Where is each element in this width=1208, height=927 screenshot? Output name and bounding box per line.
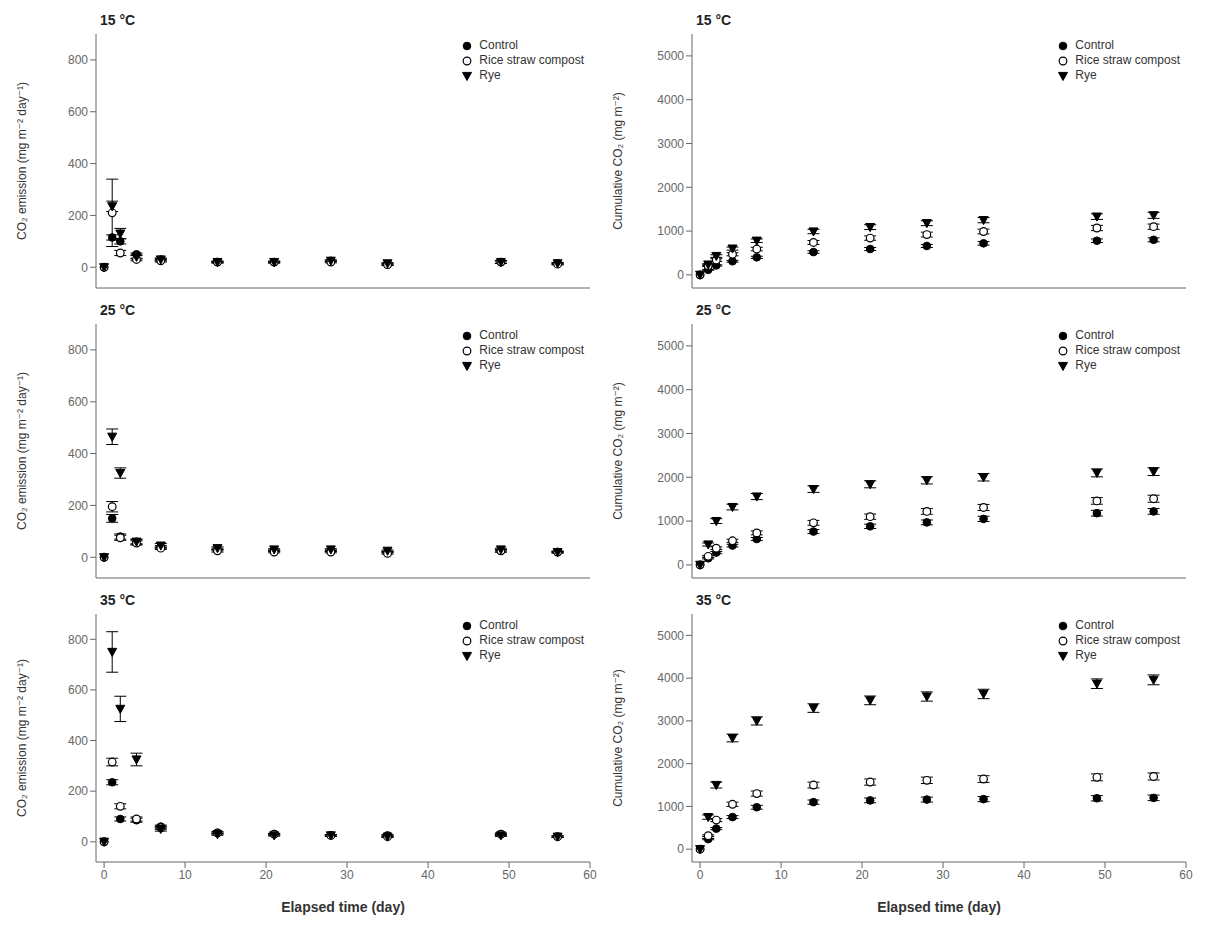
svg-text:3000: 3000 — [657, 714, 684, 728]
html-text:Rice straw compost: Rice straw compost — [1075, 343, 1180, 357]
svg-text:600: 600 — [68, 105, 88, 119]
html-text:Control: Control — [1075, 328, 1114, 342]
svg-text:50: 50 — [1098, 868, 1112, 882]
svg-text:200: 200 — [68, 784, 88, 798]
html-text:35 °C: 35 °C — [696, 592, 732, 608]
svg-text:1000: 1000 — [657, 800, 684, 814]
svg-text:60: 60 — [583, 868, 597, 882]
svg-text:10: 10 — [178, 868, 192, 882]
html-text:Control: Control — [1075, 618, 1114, 632]
html-text:Rye: Rye — [1075, 68, 1097, 82]
svg-text:Cumulative CO₂ (mg m⁻²): Cumulative CO₂ (mg m⁻²) — [611, 92, 625, 230]
svg-text:400: 400 — [68, 157, 88, 171]
html-text:Rye: Rye — [1075, 358, 1097, 372]
html-text:15 °C: 15 °C — [696, 12, 732, 28]
svg-text:0: 0 — [81, 551, 88, 565]
svg-text:400: 400 — [68, 734, 88, 748]
svg-text:4000: 4000 — [657, 93, 684, 107]
svg-text:Elapsed time (day): Elapsed time (day) — [877, 899, 1001, 915]
svg-text:60: 60 — [1179, 868, 1193, 882]
svg-text:0: 0 — [81, 835, 88, 849]
svg-text:400: 400 — [68, 447, 88, 461]
svg-text:4000: 4000 — [657, 383, 684, 397]
svg-text:10: 10 — [774, 868, 788, 882]
html-text:Rice straw compost: Rice straw compost — [1075, 53, 1180, 67]
svg-text:0: 0 — [677, 268, 684, 282]
html-text:Rye: Rye — [479, 648, 501, 662]
svg-text:20: 20 — [259, 868, 273, 882]
svg-text:Cumulative CO₂ (mg m⁻²): Cumulative CO₂ (mg m⁻²) — [611, 669, 625, 807]
svg-text:4000: 4000 — [657, 671, 684, 685]
html-text:Rice straw compost: Rice straw compost — [479, 633, 584, 647]
svg-text:0: 0 — [81, 261, 88, 275]
html-text:Rice straw compost: Rice straw compost — [1075, 633, 1180, 647]
html-text:Rice straw compost: Rice straw compost — [479, 53, 584, 67]
svg-text:0: 0 — [101, 868, 108, 882]
html-text:Rice straw compost: Rice straw compost — [479, 343, 584, 357]
html-text:Control: Control — [479, 618, 518, 632]
html-text:Rye: Rye — [1075, 648, 1097, 662]
svg-text:800: 800 — [68, 343, 88, 357]
svg-text:CO₂ emission (mg m⁻² day⁻¹): CO₂ emission (mg m⁻² day⁻¹) — [15, 372, 29, 530]
svg-text:200: 200 — [68, 499, 88, 513]
svg-text:Elapsed time (day): Elapsed time (day) — [281, 899, 405, 915]
svg-text:30: 30 — [936, 868, 950, 882]
svg-text:40: 40 — [421, 868, 435, 882]
svg-text:40: 40 — [1017, 868, 1031, 882]
svg-text:0: 0 — [677, 842, 684, 856]
html-text:Control: Control — [479, 328, 518, 342]
svg-text:3000: 3000 — [657, 137, 684, 151]
svg-text:50: 50 — [502, 868, 516, 882]
html-text:Control: Control — [479, 38, 518, 52]
html-text:15 °C: 15 °C — [100, 12, 136, 28]
svg-text:600: 600 — [68, 395, 88, 409]
svg-text:1000: 1000 — [657, 514, 684, 528]
svg-text:0: 0 — [677, 558, 684, 572]
svg-text:CO₂ emission (mg m⁻² day⁻¹): CO₂ emission (mg m⁻² day⁻¹) — [15, 659, 29, 817]
svg-text:800: 800 — [68, 53, 88, 67]
svg-text:2000: 2000 — [657, 757, 684, 771]
svg-text:2000: 2000 — [657, 471, 684, 485]
html-text:25 °C: 25 °C — [100, 302, 136, 318]
html-text:Control: Control — [1075, 38, 1114, 52]
svg-text:200: 200 — [68, 209, 88, 223]
svg-text:Cumulative CO₂ (mg m⁻²): Cumulative CO₂ (mg m⁻²) — [611, 382, 625, 520]
svg-text:5000: 5000 — [657, 629, 684, 643]
svg-text:600: 600 — [68, 683, 88, 697]
svg-text:0: 0 — [697, 868, 704, 882]
html-text:35 °C: 35 °C — [100, 592, 136, 608]
svg-text:20: 20 — [855, 868, 869, 882]
html-text:25 °C: 25 °C — [696, 302, 732, 318]
html-text:Rye: Rye — [479, 68, 501, 82]
svg-text:CO₂ emission (mg m⁻² day⁻¹): CO₂ emission (mg m⁻² day⁻¹) — [15, 82, 29, 240]
svg-text:800: 800 — [68, 633, 88, 647]
svg-text:5000: 5000 — [657, 339, 684, 353]
svg-text:1000: 1000 — [657, 224, 684, 238]
html-text:Rye: Rye — [479, 358, 501, 372]
svg-text:5000: 5000 — [657, 49, 684, 63]
svg-text:2000: 2000 — [657, 181, 684, 195]
svg-text:3000: 3000 — [657, 427, 684, 441]
svg-text:30: 30 — [340, 868, 354, 882]
